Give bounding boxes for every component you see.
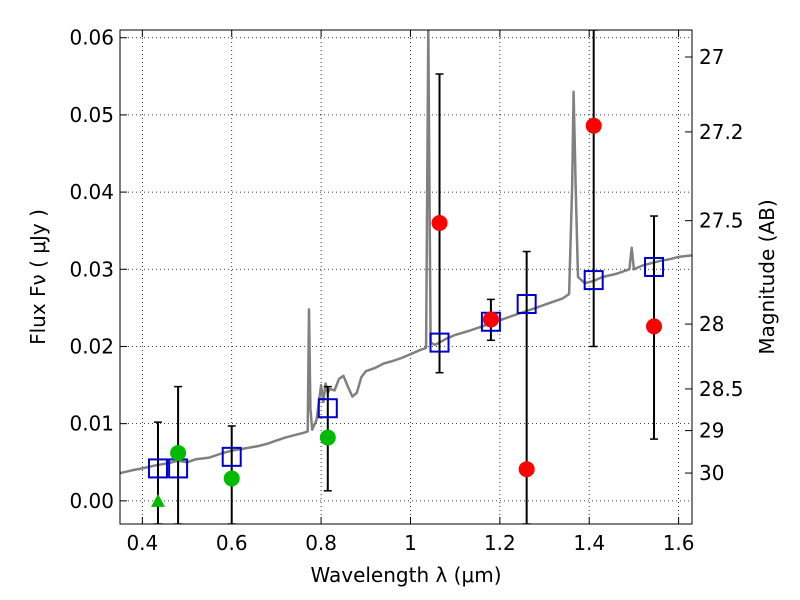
right-tick-label: 30 — [699, 461, 724, 485]
x-tick-label: 1.6 — [663, 531, 695, 555]
observed-point — [585, 117, 602, 134]
model-photometry-square — [221, 446, 242, 467]
model-photometry-square — [644, 256, 665, 277]
observed-point — [518, 461, 535, 478]
y-tick-label: 0.00 — [69, 489, 114, 513]
model-photometry-square — [147, 458, 168, 479]
right-tick-label: 28.5 — [699, 377, 744, 401]
label-layer: Wavelength λ (μm) Flux Fν ( μJy ) Magnit… — [26, 199, 779, 587]
x-axis-label: Wavelength λ (μm) — [310, 563, 501, 587]
right-tick-label: 27.2 — [699, 120, 744, 144]
right-tick-label: 28 — [699, 312, 724, 336]
y-axis-label: Flux Fν ( μJy ) — [26, 209, 50, 345]
y-tick-label: 0.01 — [69, 412, 114, 436]
observed-point — [223, 470, 240, 487]
spectrum-line — [120, 30, 692, 475]
y-tick-label: 0.06 — [69, 26, 114, 50]
model-photometry-square — [317, 398, 338, 419]
model-photometry-square — [583, 270, 604, 291]
upper-limit-triangle — [150, 493, 165, 507]
observed-point — [482, 311, 499, 328]
y-tick-label: 0.05 — [69, 103, 114, 127]
plot-frame — [119, 29, 693, 525]
observed-point — [646, 318, 663, 335]
x-tick-label: 0.4 — [126, 531, 158, 555]
observed-point — [431, 214, 448, 231]
right-axis-label: Magnitude (AB) — [755, 199, 779, 354]
observed-point — [170, 444, 187, 461]
right-tick-label: 27 — [699, 45, 724, 69]
x-tick-label: 1 — [404, 531, 417, 555]
tick-layer: 0.4 0.6 0.8 1 1.2 1.4 1.6 0.00 0.01 0.02 0.03 0.04 0… — [69, 26, 743, 555]
right-tick-label: 27.5 — [699, 209, 744, 233]
plot-layer — [120, 30, 692, 524]
x-tick-label: 1.2 — [484, 531, 516, 555]
model-photometry-square — [516, 294, 537, 315]
y-tick-label: 0.02 — [69, 334, 114, 358]
model-photometry-square — [429, 332, 450, 353]
x-tick-label: 0.6 — [216, 531, 248, 555]
right-tick-label: 29 — [699, 419, 724, 443]
y-tick-label: 0.03 — [69, 257, 114, 281]
observed-point — [319, 429, 336, 446]
x-tick-label: 0.8 — [305, 531, 337, 555]
y-tick-label: 0.04 — [69, 180, 114, 204]
x-tick-label: 1.4 — [573, 531, 605, 555]
